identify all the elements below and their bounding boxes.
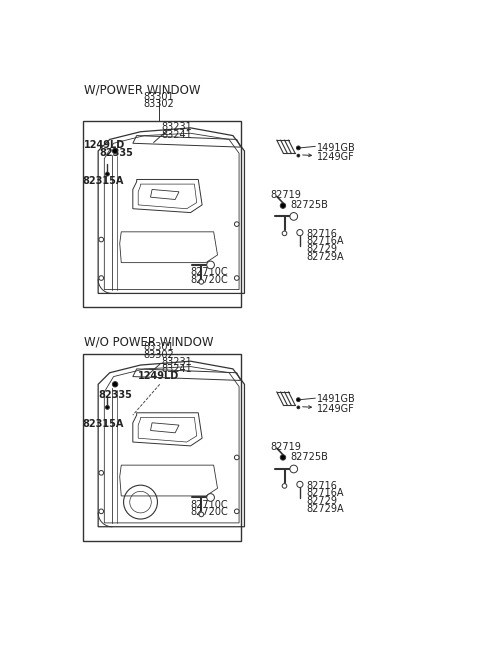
- Text: 82729A: 82729A: [306, 252, 344, 262]
- Text: 82335: 82335: [100, 148, 133, 158]
- Text: 82729: 82729: [306, 244, 337, 254]
- Text: 1491GB: 1491GB: [317, 143, 356, 153]
- Circle shape: [99, 276, 104, 280]
- Text: 83301: 83301: [144, 342, 174, 352]
- Text: 82716A: 82716A: [306, 488, 344, 498]
- Circle shape: [290, 213, 298, 220]
- Text: W/POWER WINDOW: W/POWER WINDOW: [84, 84, 201, 97]
- Circle shape: [106, 405, 109, 409]
- Text: 83241: 83241: [161, 364, 192, 374]
- Circle shape: [99, 509, 104, 514]
- Circle shape: [234, 509, 239, 514]
- Circle shape: [112, 382, 118, 387]
- Text: 82719: 82719: [271, 442, 301, 452]
- Circle shape: [297, 398, 300, 402]
- Text: 82729A: 82729A: [306, 504, 344, 514]
- Circle shape: [199, 512, 204, 517]
- Text: 82729: 82729: [306, 496, 337, 506]
- Circle shape: [99, 237, 104, 242]
- Circle shape: [112, 148, 118, 154]
- Circle shape: [99, 470, 104, 475]
- Circle shape: [280, 203, 286, 208]
- Text: 82716A: 82716A: [306, 236, 344, 246]
- Circle shape: [199, 280, 204, 284]
- Circle shape: [234, 222, 239, 227]
- Text: 82710C: 82710C: [191, 267, 228, 277]
- Text: 83231: 83231: [161, 122, 192, 132]
- Text: 82716: 82716: [306, 481, 337, 491]
- Text: 82710C: 82710C: [191, 500, 228, 510]
- Bar: [83, 354, 240, 540]
- Text: 82335: 82335: [98, 390, 132, 400]
- Circle shape: [282, 483, 287, 488]
- Circle shape: [297, 229, 303, 236]
- Circle shape: [234, 455, 239, 460]
- Text: 82716: 82716: [306, 229, 337, 239]
- Text: 82720C: 82720C: [191, 508, 228, 517]
- Circle shape: [297, 154, 300, 157]
- Text: 1249GF: 1249GF: [317, 152, 355, 162]
- Text: 1491GB: 1491GB: [317, 394, 356, 404]
- Circle shape: [106, 172, 109, 176]
- Text: 82315A: 82315A: [83, 176, 124, 187]
- Text: W/O POWER WINDOW: W/O POWER WINDOW: [84, 335, 214, 348]
- Circle shape: [207, 494, 215, 501]
- Text: 82719: 82719: [271, 190, 301, 200]
- Text: 1249LD: 1249LD: [84, 140, 126, 150]
- Circle shape: [297, 406, 300, 409]
- Circle shape: [207, 261, 215, 269]
- Circle shape: [234, 276, 239, 280]
- Circle shape: [297, 146, 300, 150]
- Circle shape: [282, 231, 287, 236]
- Text: 82315A: 82315A: [83, 419, 124, 429]
- Text: 83231: 83231: [161, 356, 192, 367]
- Text: 82720C: 82720C: [191, 275, 228, 285]
- Bar: [83, 121, 240, 307]
- Text: 1249LD: 1249LD: [138, 371, 180, 381]
- Text: 83241: 83241: [161, 130, 192, 140]
- Circle shape: [280, 455, 286, 460]
- Text: 1249GF: 1249GF: [317, 403, 355, 413]
- Text: 82725B: 82725B: [291, 452, 328, 462]
- Text: 83302: 83302: [144, 350, 174, 360]
- Text: 83302: 83302: [144, 100, 174, 109]
- Text: 82725B: 82725B: [291, 200, 328, 210]
- Circle shape: [297, 481, 303, 487]
- Text: 83301: 83301: [144, 92, 174, 102]
- Circle shape: [290, 465, 298, 473]
